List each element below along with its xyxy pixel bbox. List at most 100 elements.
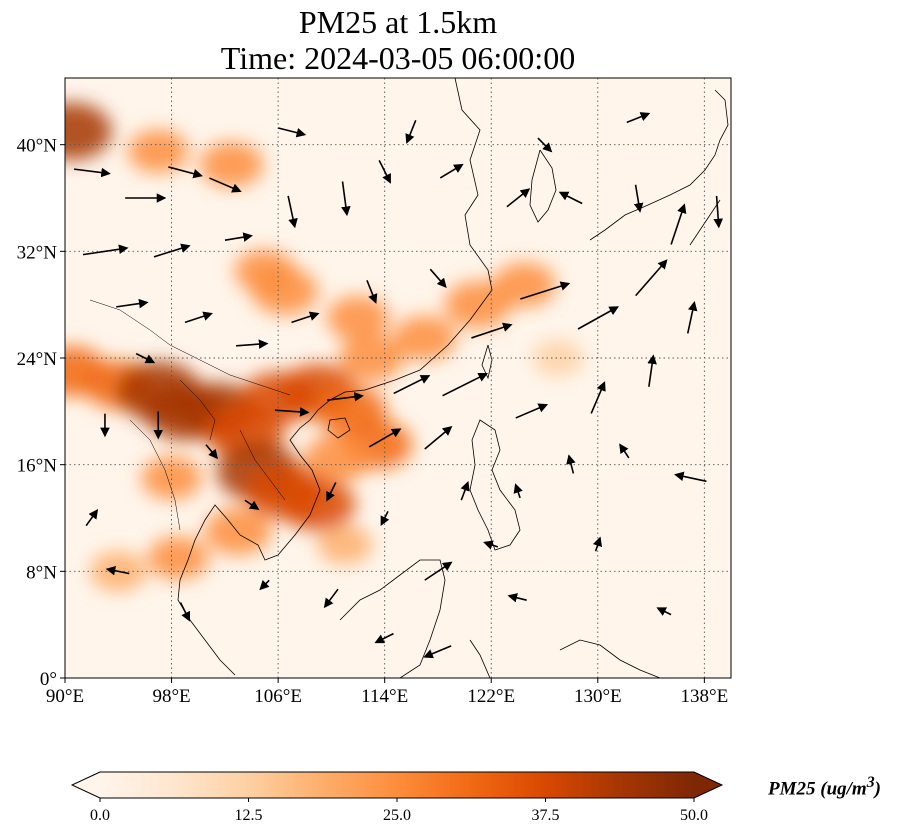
wind-arrow <box>577 306 619 330</box>
wind-arrow <box>405 120 417 144</box>
wind-arrow <box>393 375 431 395</box>
wind-arrow <box>168 166 203 179</box>
wind-arrow <box>674 471 707 483</box>
wind-arrow <box>153 243 191 258</box>
wind-arrow <box>686 301 698 334</box>
wind-arrow <box>590 381 606 414</box>
pm25-hotspot <box>141 456 202 500</box>
x-tick-label: 90°E <box>46 686 84 707</box>
coastline-philippines <box>469 419 521 551</box>
pm25-hotspot <box>444 280 512 329</box>
coastline-mainland-china <box>177 78 493 676</box>
coastline-hainan <box>327 417 351 439</box>
colorbar-extend-max <box>694 772 722 798</box>
wind-arrow <box>244 499 260 510</box>
pm25-hotspot <box>304 434 372 482</box>
colorbar-label-close: ) <box>874 778 881 800</box>
x-tick-label: 130°E <box>574 686 622 707</box>
pm25-hotspot <box>65 102 112 161</box>
wind-vectors <box>73 112 723 659</box>
wind-arrow <box>713 195 723 229</box>
wind-arrow <box>513 483 523 499</box>
wind-arrow <box>439 163 464 179</box>
wind-arrow <box>520 281 571 300</box>
wind-arrow <box>633 184 644 213</box>
map-plot-area <box>65 78 731 678</box>
pm25-hotspot <box>147 536 209 580</box>
wind-arrow <box>471 322 513 339</box>
pm25-hotspot <box>127 129 189 174</box>
coastline-new-guinea <box>559 639 661 678</box>
wind-arrow <box>619 443 630 459</box>
colorbar-tick-label: 12.5 <box>235 807 263 824</box>
coastline-korea <box>529 149 557 223</box>
wind-arrow <box>327 392 364 402</box>
colorbar-tick-label: 37.5 <box>532 807 560 824</box>
wind-arrow <box>366 280 378 304</box>
colorbar-ticks: 0.0 12.5 25.0 37.5 50.0 <box>90 798 708 824</box>
wind-arrow <box>135 352 156 364</box>
pm25-hotspot <box>280 478 356 532</box>
wind-arrow <box>274 407 310 417</box>
wind-arrow <box>205 444 219 460</box>
pm25-hotspot <box>532 339 584 377</box>
wind-arrow <box>73 167 111 178</box>
wind-arrow <box>670 203 687 245</box>
wind-arrow <box>278 127 307 138</box>
wind-arrow <box>326 482 337 502</box>
coastline-japan <box>589 89 729 246</box>
x-tick-label: 114°E <box>361 686 408 707</box>
wind-arrow <box>368 428 402 448</box>
pm25-hotspot <box>199 141 264 188</box>
map-subtitle-time: Time: 2024-03-05 06:00:00 <box>220 40 576 76</box>
wind-arrow <box>374 632 394 644</box>
wind-arrow <box>323 588 339 609</box>
x-tick-label: 122°E <box>467 686 515 707</box>
x-tick-label: 138°E <box>681 686 729 707</box>
wind-arrow <box>592 536 603 552</box>
wind-arrow <box>506 188 531 208</box>
pm25-hotspot <box>251 267 319 316</box>
wind-arrow <box>179 602 190 622</box>
coastline-borneo <box>339 559 491 678</box>
colorbar-tick-label: 50.0 <box>680 807 708 824</box>
pm25-concentration-field <box>65 102 584 592</box>
x-tick-label: 98°E <box>152 686 190 707</box>
wind-arrow <box>236 339 269 349</box>
wind-arrow <box>558 191 583 205</box>
longitude-axis: 90°E 98°E 106°E 114°E 122°E 130°E 138°E <box>46 678 728 707</box>
wind-arrow <box>442 372 489 397</box>
colorbar-label-exponent: 3 <box>866 774 875 791</box>
colorbar-label-text: PM25 (ug/m <box>768 778 867 800</box>
wind-arrow <box>287 195 298 229</box>
y-tick-label: 32°N <box>17 242 58 263</box>
wind-arrow <box>423 645 452 659</box>
y-tick-label: 0° <box>40 669 57 690</box>
wind-arrow <box>566 454 576 474</box>
colorbar-gradient <box>100 772 694 798</box>
wind-arrow <box>291 311 320 324</box>
coastline-indochina-borders <box>89 299 291 531</box>
wind-arrow <box>656 607 672 616</box>
colorbar-label: PM25 (ug/m3) <box>768 774 881 800</box>
wind-arrow <box>82 244 129 256</box>
y-tick-label: 40°N <box>17 136 58 157</box>
wind-arrow <box>647 354 657 387</box>
latitude-axis: 0° 8°N 16°N 24°N 32°N 40°N <box>17 136 65 690</box>
wind-arrow <box>424 561 453 581</box>
wind-arrow <box>483 540 499 550</box>
wind-arrow <box>507 593 527 603</box>
wind-arrow <box>224 232 253 242</box>
pm25-hotspot <box>493 262 556 308</box>
wind-arrow <box>515 403 549 419</box>
wind-arrow <box>537 137 553 153</box>
y-tick-label: 16°N <box>17 456 58 477</box>
pm25-hotspot <box>317 525 373 565</box>
pm25-hotspot <box>326 295 390 341</box>
wind-arrow <box>626 112 651 124</box>
wind-arrow <box>429 268 447 289</box>
wind-arrow <box>378 159 391 184</box>
colorbar-extend-min <box>72 772 100 798</box>
y-tick-label: 24°N <box>17 349 58 370</box>
